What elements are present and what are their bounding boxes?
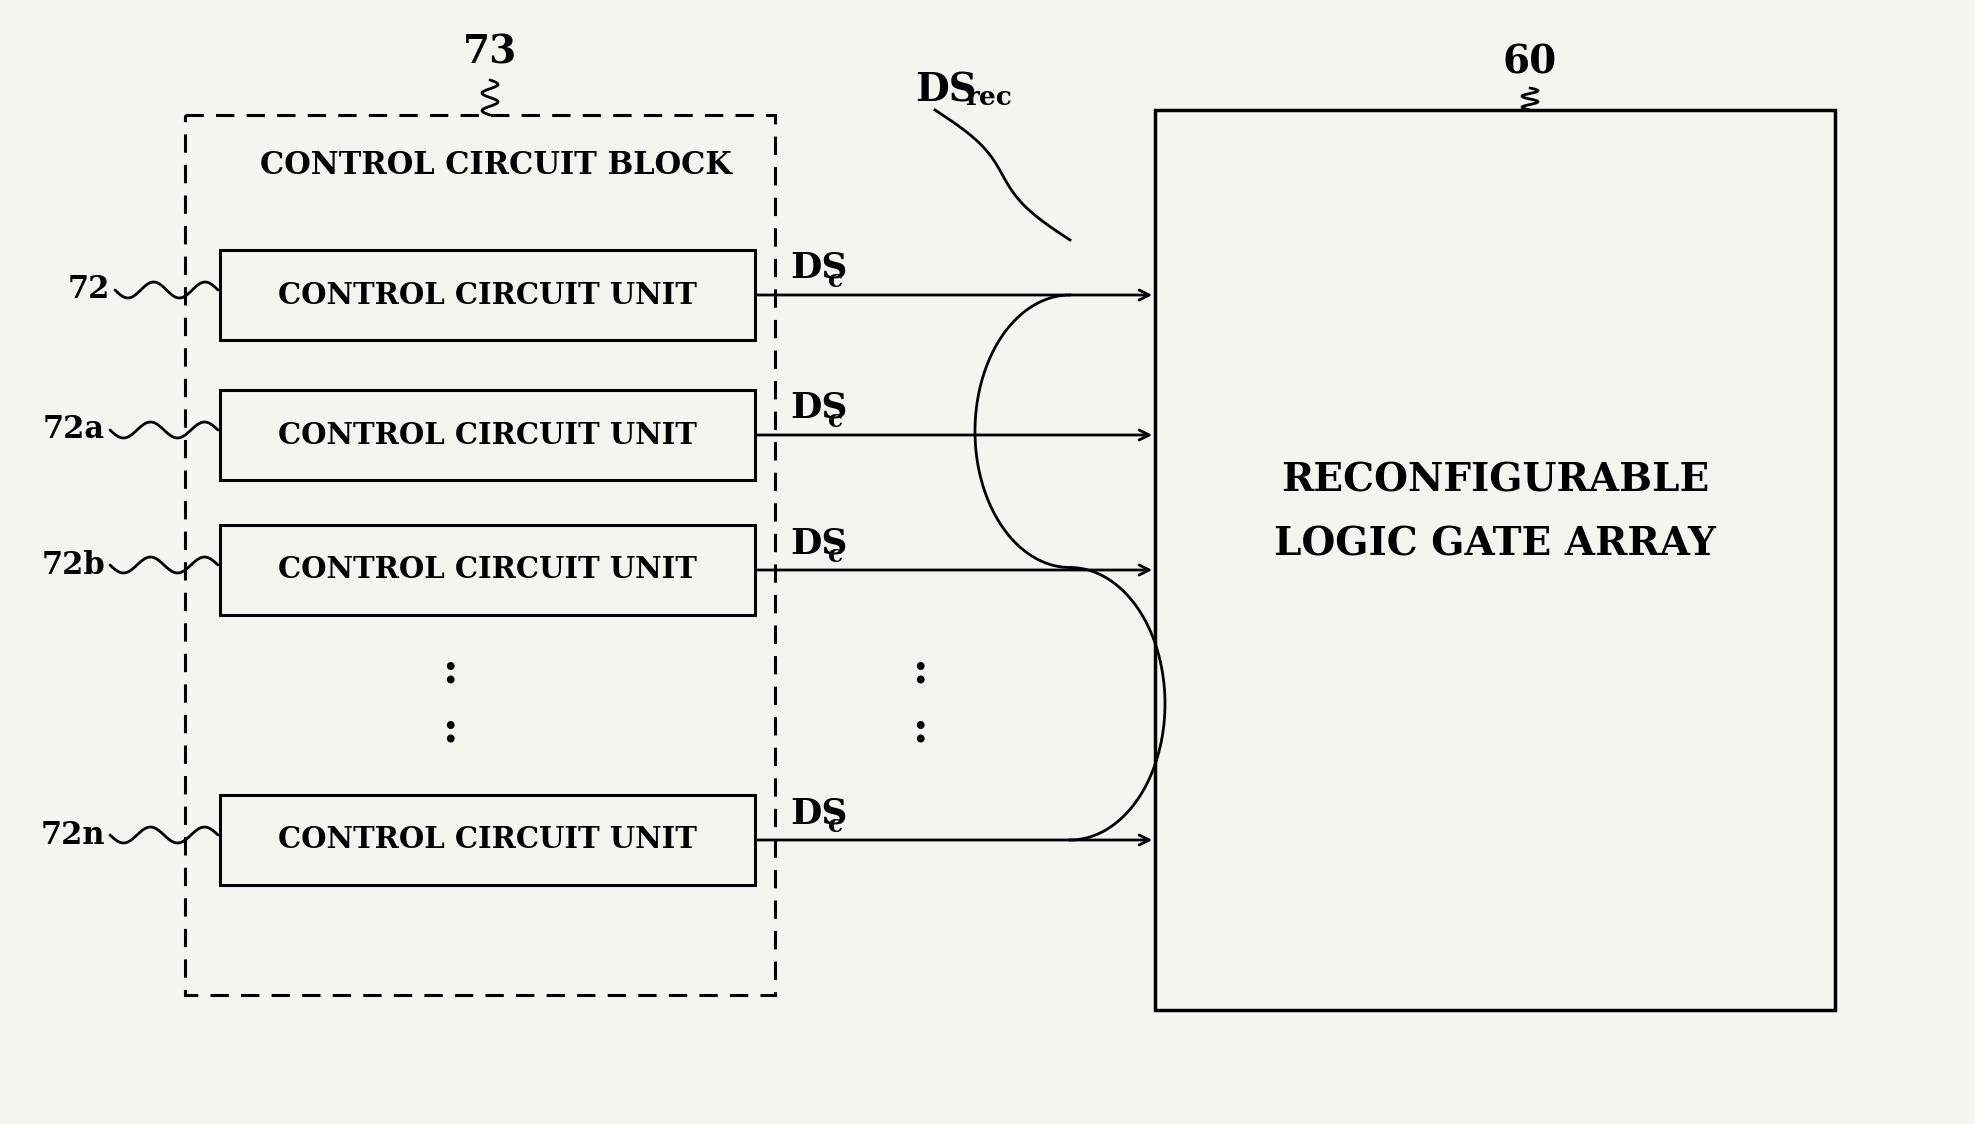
Text: rec: rec xyxy=(966,85,1011,110)
Text: :
:: : : xyxy=(442,650,458,750)
Text: LOGIC GATE ARRAY: LOGIC GATE ARRAY xyxy=(1274,526,1716,564)
Text: DS: DS xyxy=(790,796,847,830)
Text: CONTROL CIRCUIT BLOCK: CONTROL CIRCUIT BLOCK xyxy=(261,149,733,181)
Text: c: c xyxy=(828,268,843,292)
Bar xyxy=(1155,110,1835,1010)
Text: 72b: 72b xyxy=(41,550,105,580)
Bar xyxy=(186,115,774,995)
Text: 72a: 72a xyxy=(43,415,105,445)
Text: CONTROL CIRCUIT UNIT: CONTROL CIRCUIT UNIT xyxy=(278,281,697,309)
Text: DS: DS xyxy=(790,251,847,285)
Text: DS: DS xyxy=(790,391,847,425)
Text: c: c xyxy=(828,813,843,837)
Text: 60: 60 xyxy=(1503,43,1556,81)
Text: c: c xyxy=(828,543,843,566)
Bar xyxy=(219,525,754,615)
Text: DS: DS xyxy=(914,72,978,110)
Text: 72: 72 xyxy=(67,274,111,306)
Text: CONTROL CIRCUIT UNIT: CONTROL CIRCUIT UNIT xyxy=(278,555,697,584)
Text: RECONFIGURABLE: RECONFIGURABLE xyxy=(1282,461,1708,499)
Text: CONTROL CIRCUIT UNIT: CONTROL CIRCUIT UNIT xyxy=(278,825,697,854)
Bar xyxy=(219,250,754,339)
Text: 73: 73 xyxy=(462,33,517,71)
Text: CONTROL CIRCUIT UNIT: CONTROL CIRCUIT UNIT xyxy=(278,420,697,450)
Bar xyxy=(219,795,754,885)
Text: DS: DS xyxy=(790,526,847,560)
Text: c: c xyxy=(828,408,843,432)
Text: 72n: 72n xyxy=(40,819,105,851)
Text: :
:: : : xyxy=(912,650,928,750)
Bar xyxy=(219,390,754,480)
